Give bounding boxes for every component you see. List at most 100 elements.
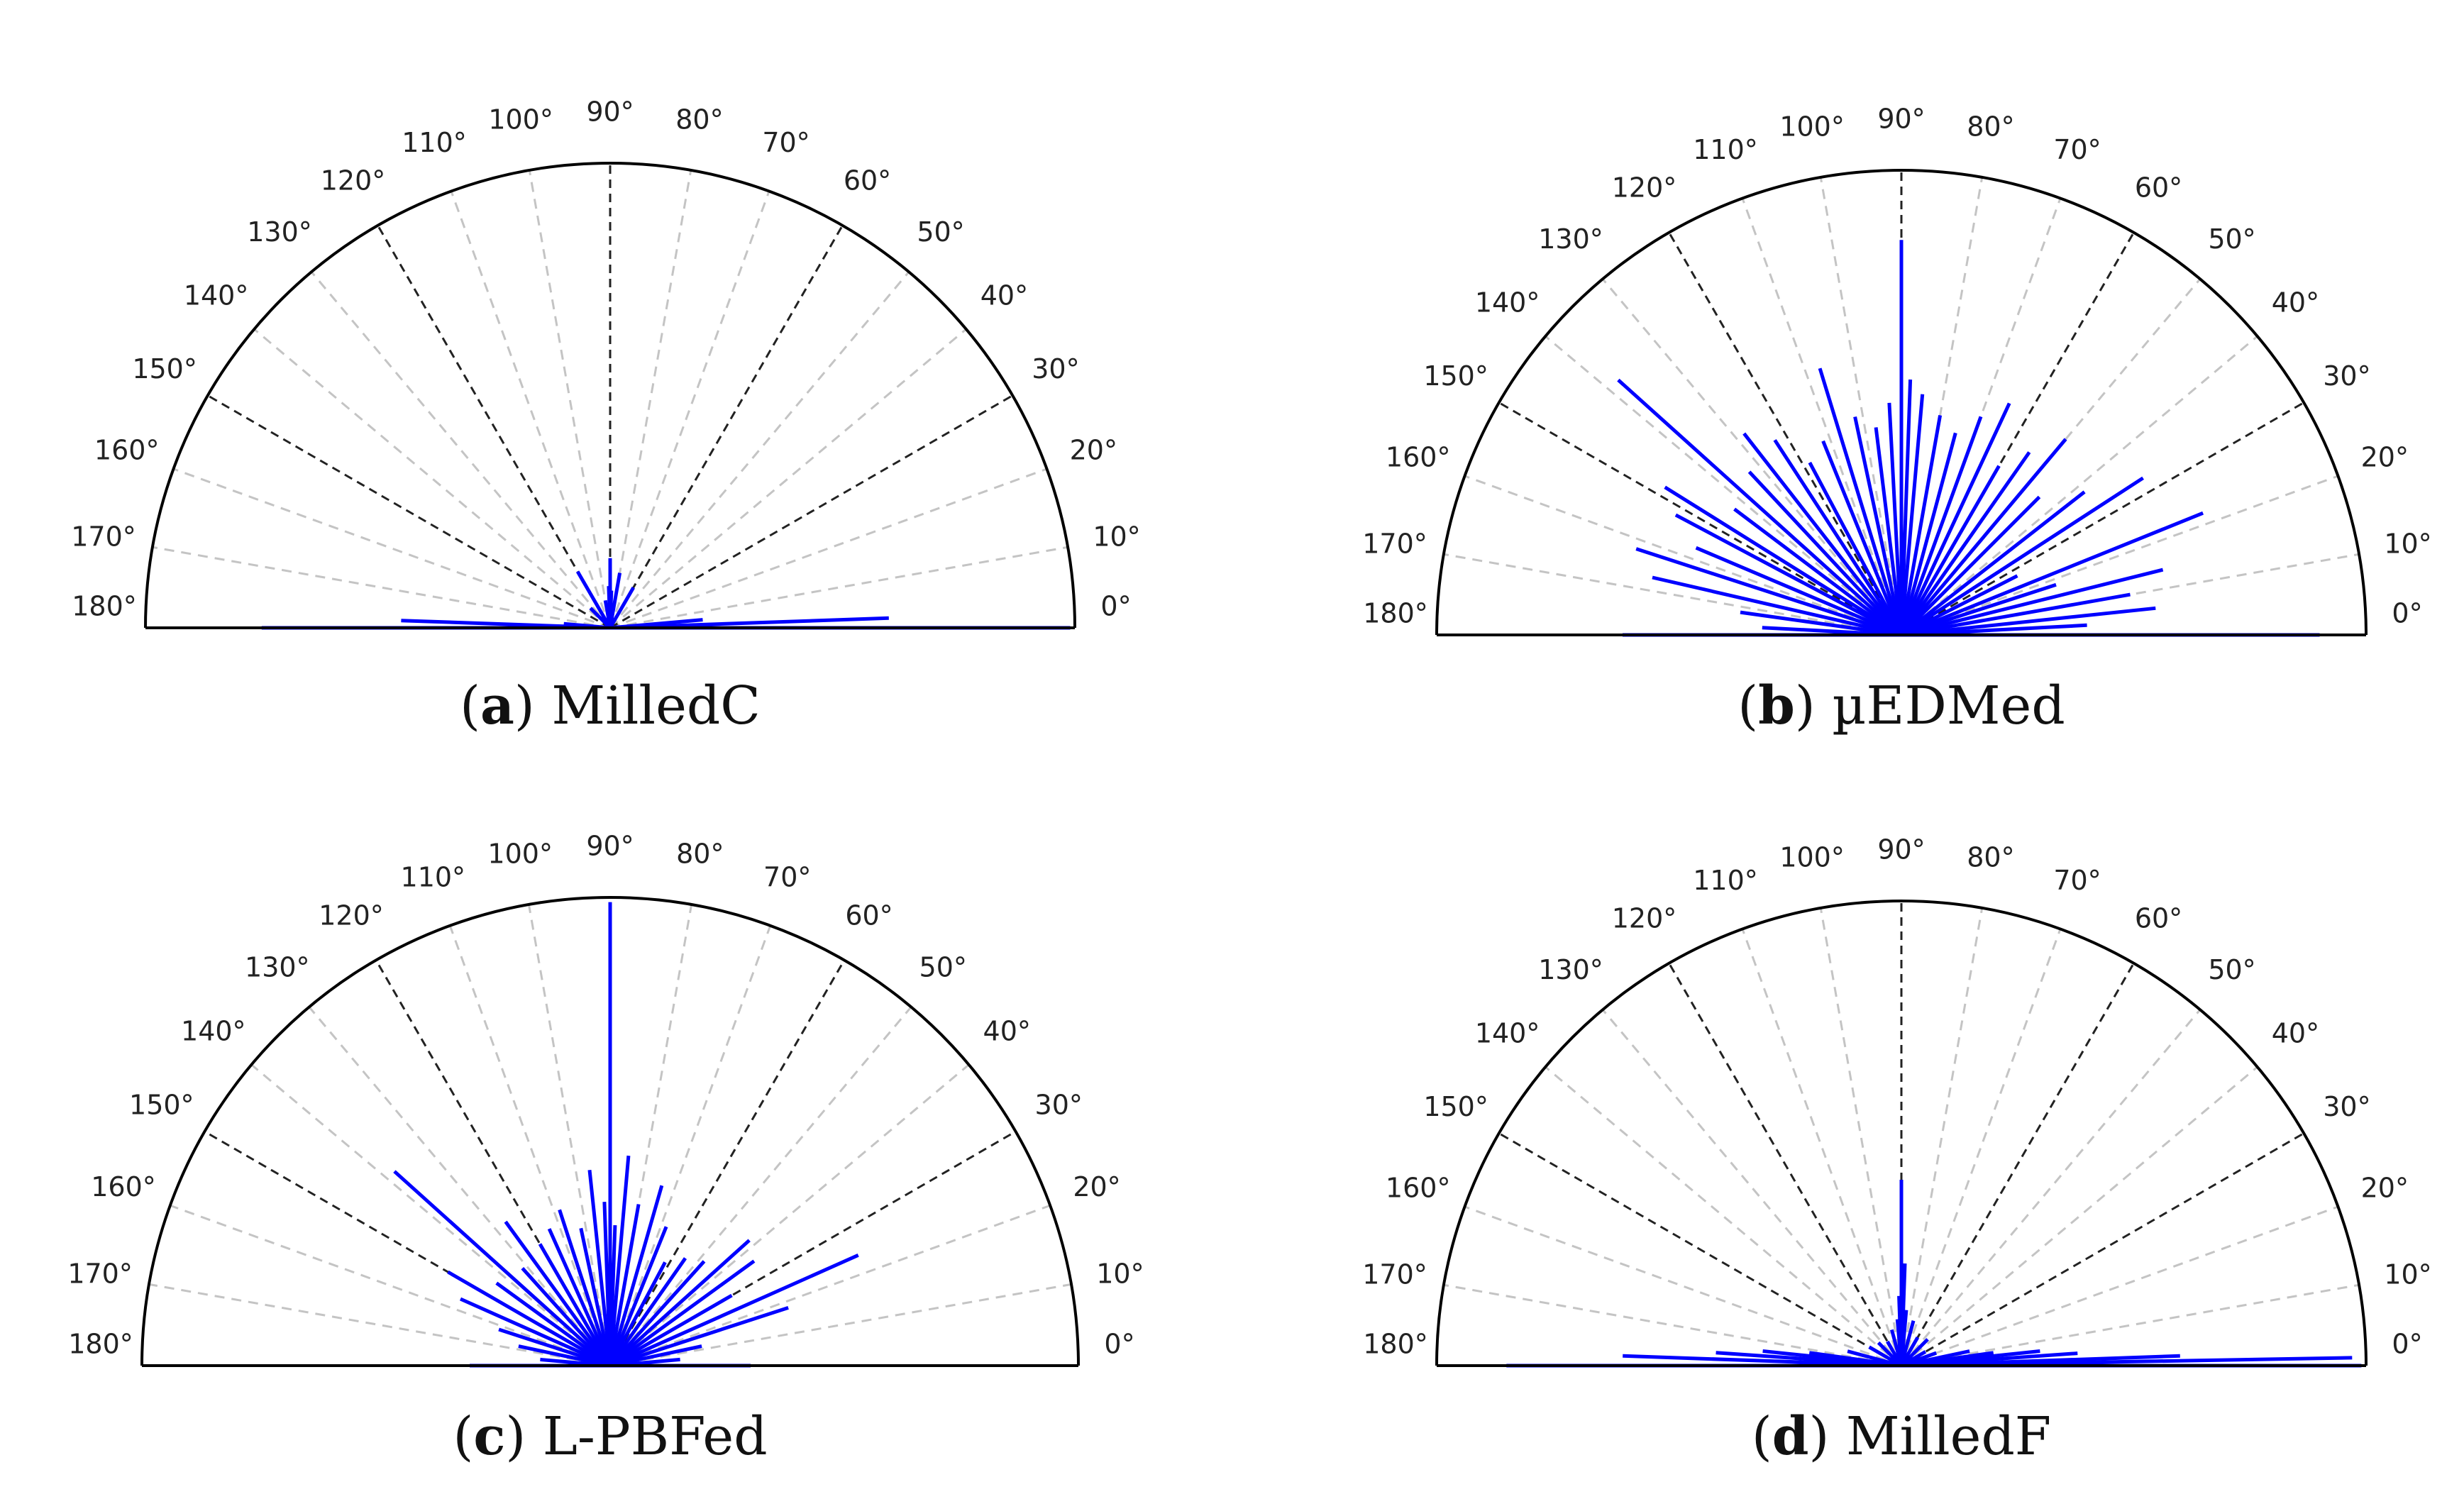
minor-gridline-a-100	[528, 170, 612, 629]
data-spike-b-55	[1899, 451, 2031, 636]
data-spike-c-74	[608, 1185, 664, 1366]
tick-label-c-30: 30°	[1035, 1090, 1083, 1121]
polar-chart-d: 0° 10° 20° 30° 40° 50° 60° 70° 80° 90° 100° 110° 120…	[1362, 834, 2432, 1368]
tick-label-c-160: 160°	[91, 1171, 156, 1202]
tick-label-d-150: 150°	[1423, 1091, 1488, 1122]
data-spike-c-132	[521, 1267, 612, 1367]
tick-label-a-150: 150°	[132, 353, 197, 385]
caption-d: (d) MilledF	[1752, 1406, 2051, 1467]
minor-gridline-c-130	[308, 1006, 612, 1366]
minor-gridline-b-110	[1741, 197, 1903, 636]
caption-d-letter: d	[1772, 1406, 1809, 1467]
data-spike-b-50	[1900, 438, 2067, 636]
outer-arc-a	[144, 162, 1076, 629]
data-spike-c-114	[547, 1228, 612, 1367]
data-spike-c-120	[538, 1243, 612, 1367]
tick-label-a-140: 140°	[184, 280, 249, 311]
tick-label-d-100: 100°	[1779, 842, 1845, 873]
caption-a-letter: a	[480, 675, 514, 736]
data-spike-b-80	[1899, 414, 1943, 636]
tick-label-d-20: 20°	[2361, 1173, 2409, 1204]
data-spike-b-45	[1900, 495, 2041, 636]
minor-gridline-d-130	[1601, 1009, 1903, 1366]
major-gridline-b-150	[1498, 402, 1902, 636]
minor-gridline-c-170	[148, 1283, 611, 1367]
tick-label-a-110: 110°	[402, 127, 467, 158]
minor-gridline-d-80	[1900, 907, 1984, 1366]
data-spike-a-2	[609, 616, 889, 630]
data-spike-c-30	[609, 1293, 733, 1368]
minor-gridline-c-140	[250, 1063, 611, 1367]
tick-label-a-80: 80°	[675, 104, 723, 135]
major-gridline-d-150	[1498, 1132, 1902, 1367]
tick-label-c-0: 0°	[1104, 1329, 1134, 1360]
tick-label-a-70: 70°	[762, 127, 810, 158]
data-spike-b-172	[1740, 610, 1902, 637]
data-spike-b-162	[1635, 547, 1902, 637]
tick-label-b-120: 120°	[1612, 172, 1677, 204]
data-spike-c-24	[609, 1254, 859, 1368]
data-spike-c-138	[393, 1170, 612, 1367]
tick-label-b-40: 40°	[2272, 287, 2319, 319]
data-spike-b-152	[1674, 513, 1903, 637]
tick-label-d-120: 120°	[1612, 903, 1677, 934]
tick-label-b-30: 30°	[2323, 360, 2370, 392]
data-spike-c-96	[587, 1170, 612, 1366]
data-spike-b-18	[1901, 582, 2057, 637]
tick-label-b-90: 90°	[1877, 104, 1925, 135]
tick-label-c-170: 170°	[67, 1259, 133, 1290]
minor-gridline-b-170	[1443, 553, 1902, 636]
tick-label-b-140: 140°	[1475, 287, 1540, 319]
caption-a: (a) MilledC	[460, 675, 761, 736]
caption-b-letter: b	[1758, 675, 1795, 736]
tick-label-a-0: 0°	[1100, 591, 1131, 622]
tick-label-a-180: 180°	[72, 591, 137, 622]
data-spike-c-36	[609, 1259, 756, 1368]
minor-gridline-a-40	[609, 328, 967, 629]
data-spike-b-93	[1887, 402, 1904, 636]
polar-chart-a: 0° 10° 20° 30° 40° 50° 60° 70° 80° 90° 100° 110° 120…	[71, 96, 1141, 630]
data-spike-c-85	[608, 1155, 631, 1366]
minor-gridline-d-160	[1464, 1205, 1902, 1367]
tick-label-d-90: 90°	[1877, 834, 1925, 865]
tick-label-a-50: 50°	[917, 216, 964, 248]
major-gridline-a-150	[207, 394, 611, 629]
tick-label-c-110: 110°	[401, 862, 466, 893]
major-gridline-d-30	[1901, 1132, 2304, 1367]
minor-gridline-d-50	[1900, 1009, 2201, 1366]
caption-d-text: MilledF	[1846, 1406, 2051, 1467]
data-spike-c-126	[504, 1220, 612, 1367]
tick-label-d-180: 180°	[1363, 1329, 1428, 1360]
outer-arc-c	[140, 896, 1080, 1366]
data-spike-b-14	[1901, 568, 2164, 637]
tick-label-a-60: 60°	[844, 165, 891, 197]
major-gridline-d-60	[1900, 963, 2135, 1366]
caption-a-text: MilledC	[551, 675, 761, 736]
minor-gridline-d-110	[1741, 928, 1903, 1366]
data-spike-a-120	[575, 570, 612, 629]
data-spike-b-148	[1664, 485, 1903, 637]
data-spike-c-55	[608, 1257, 687, 1367]
major-gridline-c-60	[609, 959, 846, 1366]
tick-label-c-150: 150°	[129, 1090, 194, 1121]
data-spike-c-168	[518, 1344, 611, 1368]
minor-gridline-c-110	[448, 925, 612, 1366]
tick-label-a-40: 40°	[980, 280, 1028, 311]
tick-label-c-90: 90°	[586, 831, 634, 862]
tick-label-d-0: 0°	[2392, 1329, 2422, 1360]
tick-label-c-20: 20°	[1073, 1171, 1120, 1202]
data-spike-b-10	[1901, 592, 2131, 637]
minor-gridline-c-70	[609, 925, 772, 1366]
tick-label-a-130: 130°	[247, 216, 312, 248]
tick-label-c-100: 100°	[487, 839, 553, 870]
data-spike-b-123	[1773, 438, 1904, 636]
data-spike-b-6	[1901, 606, 2156, 637]
tick-label-b-10: 10°	[2384, 529, 2431, 560]
caption-c-text: L-PBFed	[543, 1406, 768, 1467]
caption-b: (b) µEDMed	[1737, 675, 2065, 736]
tick-label-a-20: 20°	[1070, 435, 1117, 466]
tick-label-b-20: 20°	[2361, 442, 2409, 473]
data-spike-b-75	[1899, 432, 1957, 636]
series-fill-c	[394, 902, 858, 1366]
minor-gridline-c-100	[527, 904, 612, 1366]
